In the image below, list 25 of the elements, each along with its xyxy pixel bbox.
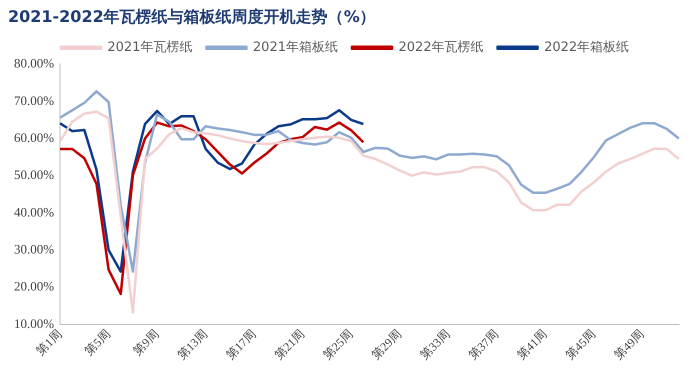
x-tick-label: 第13周 xyxy=(174,326,210,362)
legend-label: 2022年箱板纸 xyxy=(544,40,630,56)
x-tick-label: 第41周 xyxy=(514,326,550,362)
x-tick-label: 第29周 xyxy=(368,326,404,362)
y-tick-label: 10.00% xyxy=(14,316,54,331)
legend-label: 2022年瓦楞纸 xyxy=(398,40,484,56)
x-tick-label: 第25周 xyxy=(320,326,356,362)
y-tick-label: 20.00% xyxy=(14,278,54,294)
x-tick-label: 第49周 xyxy=(611,326,647,362)
chart-title: 2021-2022年瓦楞纸与箱板纸周度开机走势（%） xyxy=(8,6,376,26)
y-tick-label: 30.00% xyxy=(14,241,54,256)
x-tick-label: 第5周 xyxy=(82,326,113,358)
x-tick-label: 第45周 xyxy=(562,326,598,362)
legend-label: 2021年箱板纸 xyxy=(252,40,338,56)
y-tick-label: 70.00% xyxy=(14,92,54,108)
y-tick-label: 80.00% xyxy=(14,56,54,71)
y-tick-label: 40.00% xyxy=(14,204,54,220)
x-tick-label: 第33周 xyxy=(417,326,453,362)
x-tick-label: 第9周 xyxy=(130,326,162,358)
x-tick-label: 第21周 xyxy=(272,326,308,362)
x-tick-label: 第17周 xyxy=(223,326,259,362)
y-tick-label: 60.00% xyxy=(14,130,54,145)
legend-label: 2021年瓦楞纸 xyxy=(107,40,192,56)
y-tick-label: 50.00% xyxy=(14,167,54,182)
x-tick-label: 第37周 xyxy=(466,326,502,362)
